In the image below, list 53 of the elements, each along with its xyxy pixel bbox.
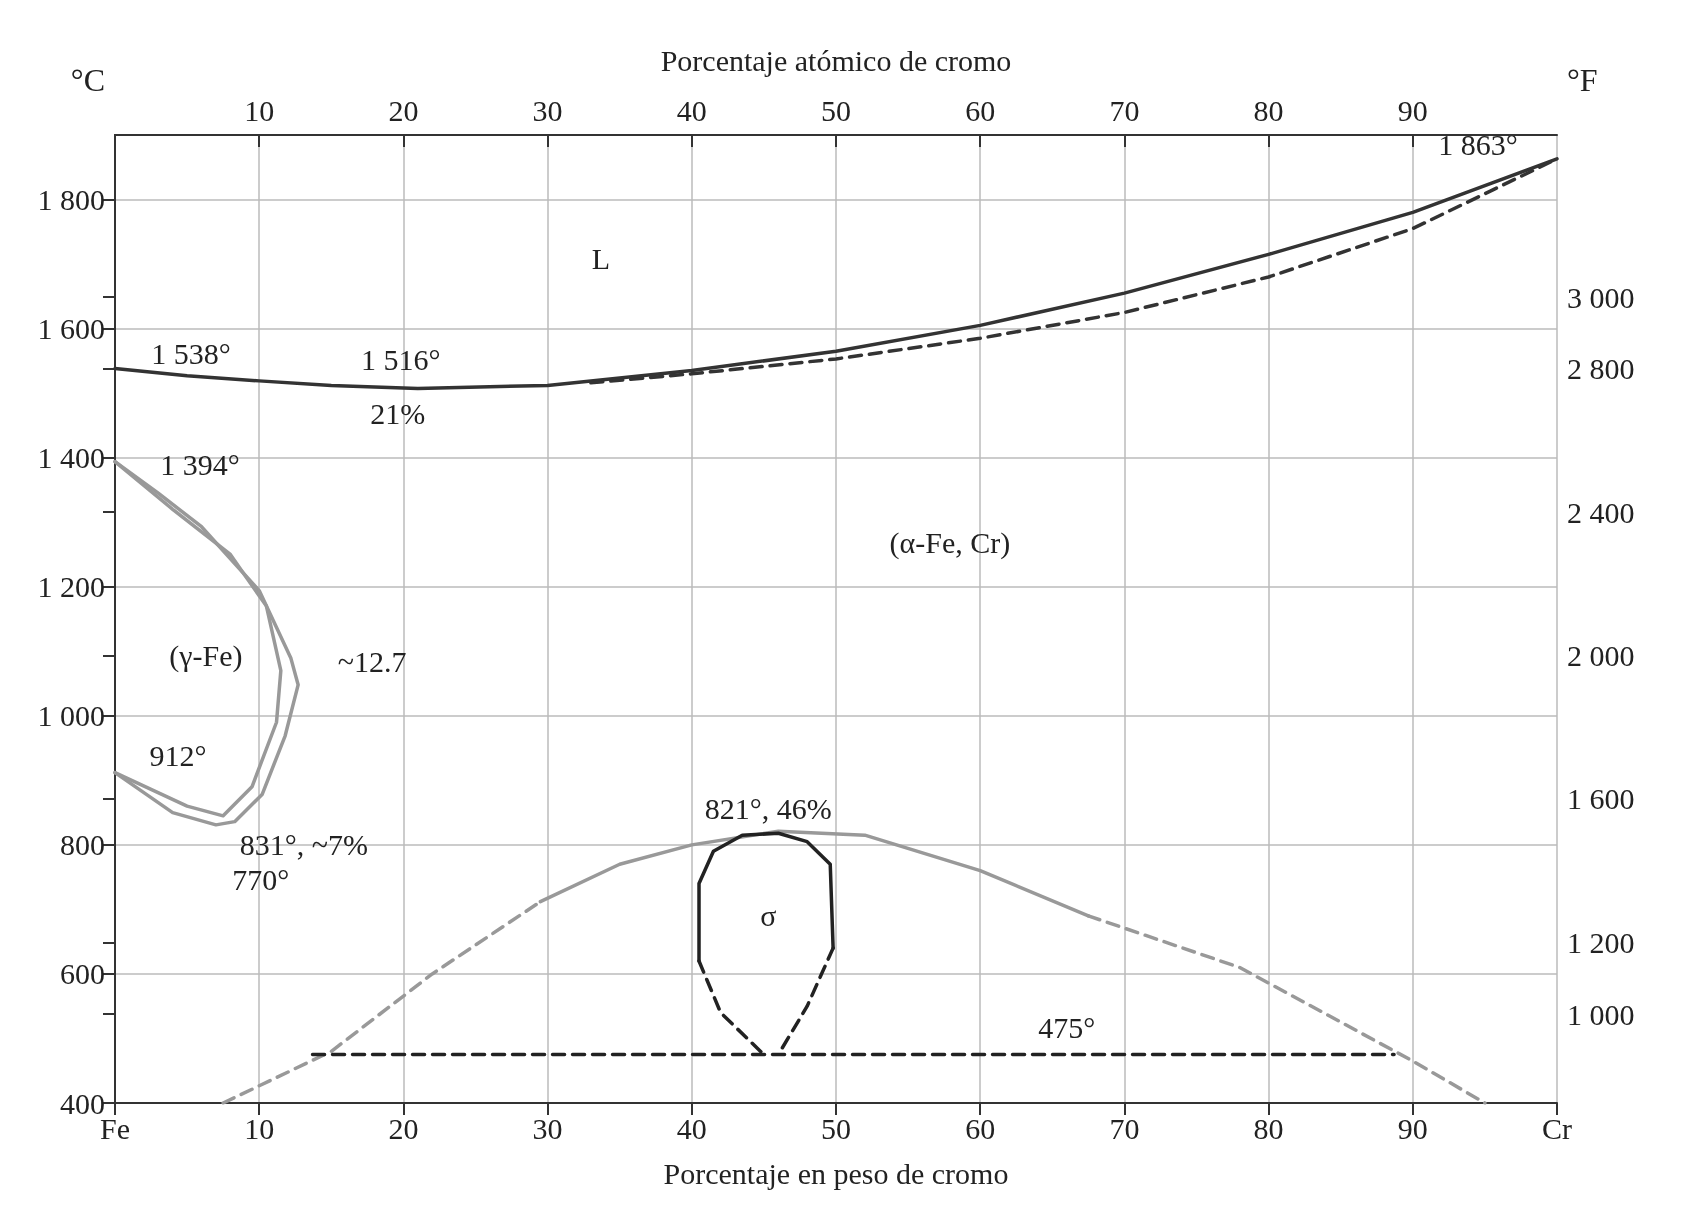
- y2-tick-label: 2 400: [1567, 495, 1635, 529]
- x2-tick-label: 50: [821, 93, 851, 127]
- annotation: 770°: [232, 863, 290, 897]
- y2-tick-label: 1 600: [1567, 782, 1635, 816]
- annotation: (γ-Fe): [169, 639, 243, 674]
- annotation: 1 516°: [361, 343, 441, 377]
- annotation: 831°, ~7%: [239, 828, 369, 862]
- annotation: ~12.7: [337, 645, 407, 679]
- y2-tick-label: 2 000: [1567, 639, 1635, 673]
- x-tick-label: 30: [532, 1111, 563, 1145]
- y-tick-label: 800: [60, 828, 105, 862]
- x-tick-label: Cr: [1542, 1111, 1573, 1145]
- x-tick-label: 80: [1253, 1111, 1284, 1145]
- x2-tick-label: 20: [388, 93, 419, 127]
- x-tick-label: 90: [1397, 1111, 1428, 1145]
- y2-axis-title: °F: [1567, 62, 1598, 98]
- y-tick-label: 400: [60, 1086, 105, 1120]
- y-axis-title: °C: [70, 62, 105, 98]
- x2-tick-label: 80: [1253, 93, 1284, 127]
- y2-tick-label: 1 200: [1567, 925, 1635, 959]
- annotation: 1 394°: [160, 448, 240, 482]
- x-axis-title: Porcentaje en peso de cromo: [663, 1156, 1009, 1190]
- x-tick-label: 60: [965, 1111, 996, 1145]
- annotation: 821°, 46%: [704, 791, 832, 825]
- y-tick-label: 1 400: [37, 441, 105, 475]
- x2-tick-label: 60: [965, 93, 996, 127]
- y2-tick-label: 3 000: [1567, 280, 1635, 314]
- x2-tick-label: 40: [676, 93, 707, 127]
- x-tick-label: 10: [244, 1111, 275, 1145]
- y-tick-label: 1 800: [37, 183, 105, 217]
- x2-tick-label: 70: [1109, 93, 1140, 127]
- annotation: (α-Fe, Cr): [889, 526, 1011, 561]
- annotation: 475°: [1038, 1011, 1096, 1045]
- y-tick-label: 1 600: [37, 312, 105, 346]
- y-tick-label: 600: [60, 957, 105, 991]
- y-tick-label: 1 200: [37, 570, 105, 604]
- annotation: 21%: [370, 397, 426, 431]
- annotation: L: [591, 242, 611, 276]
- x2-axis-title: Porcentaje atómico de cromo: [660, 43, 1012, 77]
- y2-tick-label: 1 000: [1567, 997, 1635, 1031]
- x2-tick-label: 90: [1397, 93, 1428, 127]
- annotation: σ: [760, 899, 777, 933]
- x-tick-label: 20: [388, 1111, 419, 1145]
- x-tick-label: 50: [821, 1111, 851, 1145]
- x2-tick-label: 10: [244, 93, 275, 127]
- annotation: 1 863°: [1438, 128, 1518, 162]
- x-tick-label: 70: [1109, 1111, 1140, 1145]
- y2-tick-label: 2 800: [1567, 352, 1635, 386]
- annotation: 1 538°: [151, 337, 231, 371]
- x-tick-label: 40: [676, 1111, 707, 1145]
- annotation: 912°: [149, 739, 207, 773]
- y-tick-label: 1 000: [37, 699, 105, 733]
- x2-tick-label: 30: [532, 93, 563, 127]
